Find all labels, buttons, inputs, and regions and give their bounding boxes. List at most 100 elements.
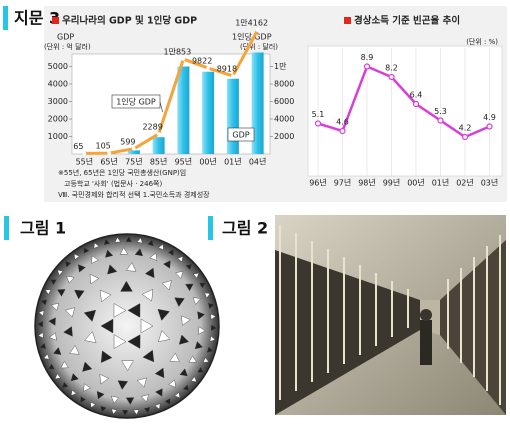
motif [60, 360, 69, 369]
motif [78, 264, 86, 273]
y-tick-label: 2000 [48, 115, 68, 124]
motif [43, 353, 50, 360]
motif [69, 345, 80, 355]
motif [63, 326, 73, 337]
motif [99, 289, 112, 303]
motif [210, 313, 217, 320]
legend-box [227, 127, 255, 142]
x-tick-label: 99년 [383, 178, 401, 188]
motif [141, 289, 154, 302]
chart-title: 우리나라의 GDP 및 1인당 GDP [62, 15, 197, 27]
motif [49, 332, 57, 341]
motif [136, 377, 147, 388]
motif [192, 297, 201, 305]
motif [174, 392, 180, 399]
motif [91, 255, 99, 264]
line [317, 64, 490, 139]
motif [99, 373, 110, 385]
motif [114, 236, 121, 243]
y2-tick-label: 8000 [274, 80, 294, 89]
motif [48, 363, 55, 370]
value-label: 5.3 [434, 107, 447, 116]
motif [100, 318, 114, 334]
note: 고등학교 '사회' (법문사 · 246쪽) [64, 179, 162, 188]
value-label: 4.6 [336, 118, 349, 127]
note: Ⅷ. 국민경제와 합리적 선택 1.국민소득과 경제성장 [58, 190, 210, 199]
motif [100, 350, 113, 363]
x-tick-label: 96년 [309, 178, 327, 188]
x-tick-label: 00년 [407, 178, 425, 188]
motif [154, 403, 161, 410]
motif [198, 326, 206, 335]
motif [127, 334, 141, 349]
motif [111, 408, 118, 415]
motif [37, 321, 43, 328]
motif [54, 373, 61, 379]
motif [57, 269, 64, 276]
marker [255, 28, 260, 32]
motif [178, 334, 189, 345]
y2-tick-label: 6000 [274, 97, 294, 106]
marker [412, 100, 420, 108]
title-mark [344, 17, 351, 24]
motif [140, 318, 154, 334]
marker [461, 133, 469, 141]
marker [339, 127, 346, 135]
y-tick-label: 5000 [48, 62, 68, 71]
marker [363, 63, 371, 70]
motif [193, 273, 200, 279]
marker [231, 74, 235, 78]
x-tick-label: 03년 [481, 178, 499, 188]
motif [83, 309, 97, 322]
y-tick-label: 1000 [48, 132, 68, 141]
motif [70, 373, 79, 382]
motif [83, 383, 91, 392]
motif [190, 376, 197, 383]
factory-photo [275, 215, 506, 415]
motif [125, 236, 132, 242]
motif [211, 324, 217, 331]
label-bar [208, 216, 213, 240]
motif [89, 273, 100, 285]
y2-tick-label: 4000 [274, 115, 294, 124]
motif [74, 289, 85, 300]
x-tick-label: 01년 [432, 178, 450, 188]
y2-unit: (단위 : 달러) [240, 42, 278, 51]
marker [314, 120, 322, 127]
value-label: 6.4 [410, 91, 423, 100]
chart-title: 경상소득 기준 빈곤율 추이 [354, 15, 460, 27]
motif [39, 342, 46, 350]
motif [144, 267, 155, 279]
motif [44, 289, 52, 295]
motif [133, 409, 140, 416]
motif [136, 237, 143, 244]
motif [158, 243, 164, 251]
motif [182, 384, 189, 391]
legend-box [111, 94, 161, 109]
value-label: 1만853 [164, 48, 192, 57]
motif [177, 256, 184, 263]
y2-tick-label: 1만 [274, 62, 287, 71]
motif [70, 389, 77, 396]
bar [152, 137, 165, 154]
motif [209, 335, 216, 342]
x-tick-label: 97년 [334, 178, 352, 188]
motif [181, 315, 191, 326]
y-label: GDP [57, 33, 74, 42]
x-tick-label: 04년 [249, 157, 267, 167]
motif [194, 341, 203, 350]
bar [251, 52, 264, 154]
motif [142, 349, 155, 363]
marker [107, 151, 111, 155]
motif [93, 242, 100, 249]
motif [143, 407, 151, 414]
motif [125, 397, 135, 405]
motif [80, 396, 86, 403]
note: ※55년, 65년은 1인당 국민총생산(GNP)임 [58, 168, 186, 177]
x-tick-label: 00년 [199, 157, 217, 167]
bar [127, 150, 140, 154]
motif [185, 264, 192, 271]
x-tick-label: 75년 [125, 157, 143, 167]
value-label: 105 [95, 142, 110, 151]
value-label: 8918 [217, 64, 237, 73]
